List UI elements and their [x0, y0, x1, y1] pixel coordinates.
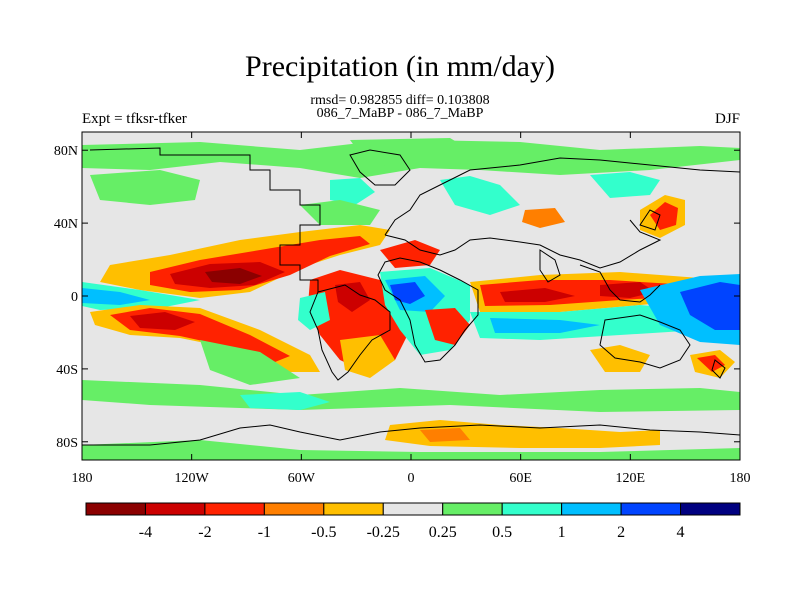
lon-tick-label: 120W — [175, 471, 210, 486]
field-sa-orange — [340, 335, 395, 378]
field-sio-skyblue — [490, 318, 600, 333]
field-ant-green — [82, 440, 740, 460]
colorbar-swatch — [620, 502, 682, 516]
lat-tick-label: 80N — [54, 144, 78, 159]
field-europe-cyan — [330, 178, 375, 205]
colorbar-label: -0.25 — [367, 524, 400, 541]
colorbar-swatch — [204, 502, 265, 516]
colorbar-swatch — [442, 502, 503, 516]
colorbar-label: 0.5 — [492, 524, 512, 541]
colorbar-swatch — [323, 502, 384, 516]
experiment-label: Expt = tfksr-tfker — [82, 111, 187, 127]
season-label: DJF — [714, 111, 740, 127]
field-africa-blue — [390, 282, 425, 304]
field-aus-red — [697, 355, 725, 372]
colorbar-label: -2 — [198, 524, 211, 541]
lat-tick-label: 40S — [56, 363, 78, 378]
chart-title: Precipitation (in mm/day) — [245, 50, 555, 83]
field-nasia-cyan — [440, 176, 520, 215]
field-natl-red — [380, 240, 440, 268]
colorbar-swatch — [501, 502, 563, 516]
field-wp-blue — [680, 282, 740, 330]
experiment-subtitle: 086_7_MaBP - 086_7_MaBP — [316, 106, 484, 121]
colorbar-swatch — [144, 502, 206, 516]
field-sa-cyan — [298, 292, 330, 330]
lon-tick-label: 180 — [72, 471, 93, 486]
lon-tick-label: 60W — [288, 471, 316, 486]
field-africa-red — [425, 308, 470, 345]
coast-south-america — [309, 284, 391, 381]
field-ep-deepest — [205, 268, 262, 284]
lon-tick-label: 120E — [616, 471, 646, 486]
field-sa-darkred — [335, 282, 370, 312]
map-field — [82, 132, 740, 460]
latitude-axis: 80N 40N 0 40S 80S — [54, 144, 740, 451]
coast-africa — [377, 257, 479, 363]
coast-japan — [639, 209, 661, 231]
coast-australia — [599, 314, 691, 369]
longitude-axis: 180 120W 60W 0 60E 120E 180 — [72, 132, 751, 486]
coast-se-asia — [579, 264, 661, 303]
coast-europe-asia — [384, 157, 740, 269]
field-so-green — [82, 380, 740, 412]
field-greenland-green — [350, 138, 470, 170]
coast-greenland — [349, 149, 411, 186]
colorbar: -4 -2 -1 -0.5 -0.25 0.25 0.5 1 2 4 — [85, 502, 741, 541]
field-nindia-cyan — [590, 172, 660, 198]
field-sp-darkred — [130, 312, 195, 330]
colorbar-swatch — [263, 502, 325, 516]
field-eq-blue — [82, 288, 150, 305]
rmsd-diff-stats: rmsd= 0.982855 diff= 0.103808 — [310, 93, 490, 108]
field-io-darkred — [500, 288, 575, 302]
colorbar-label: 0.25 — [429, 524, 457, 541]
lat-tick-label: 40N — [54, 217, 78, 232]
coastlines — [82, 147, 740, 446]
lat-tick-label: 80S — [56, 436, 78, 451]
field-so-cyan — [240, 392, 330, 410]
colorbar-swatch — [85, 502, 146, 516]
lon-tick-label: 0 — [408, 471, 415, 486]
coast-india — [539, 249, 561, 283]
lat-tick-label: 0 — [71, 290, 78, 305]
field-npac-green — [90, 170, 200, 205]
colorbar-label: -0.5 — [311, 524, 336, 541]
colorbar-label: 4 — [677, 524, 685, 541]
coast-antarctica — [82, 424, 740, 446]
field-ant-orange — [385, 420, 660, 448]
colorbar-swatch — [680, 502, 741, 516]
colorbar-label: 1 — [558, 524, 566, 541]
colorbar-label: -1 — [258, 524, 271, 541]
lon-tick-label: 60E — [509, 471, 532, 486]
colorbar-swatch — [382, 502, 444, 516]
colorbar-label: 2 — [617, 524, 625, 541]
colorbar-label: -4 — [139, 524, 152, 541]
field-sp-green — [200, 340, 300, 385]
coast-new-zealand — [711, 359, 726, 379]
colorbar-swatch — [561, 502, 622, 516]
field-casia-orange — [522, 208, 565, 228]
lon-tick-label: 180 — [730, 471, 751, 486]
coast-north-america — [89, 147, 321, 292]
field-ant-orange2 — [420, 428, 470, 442]
